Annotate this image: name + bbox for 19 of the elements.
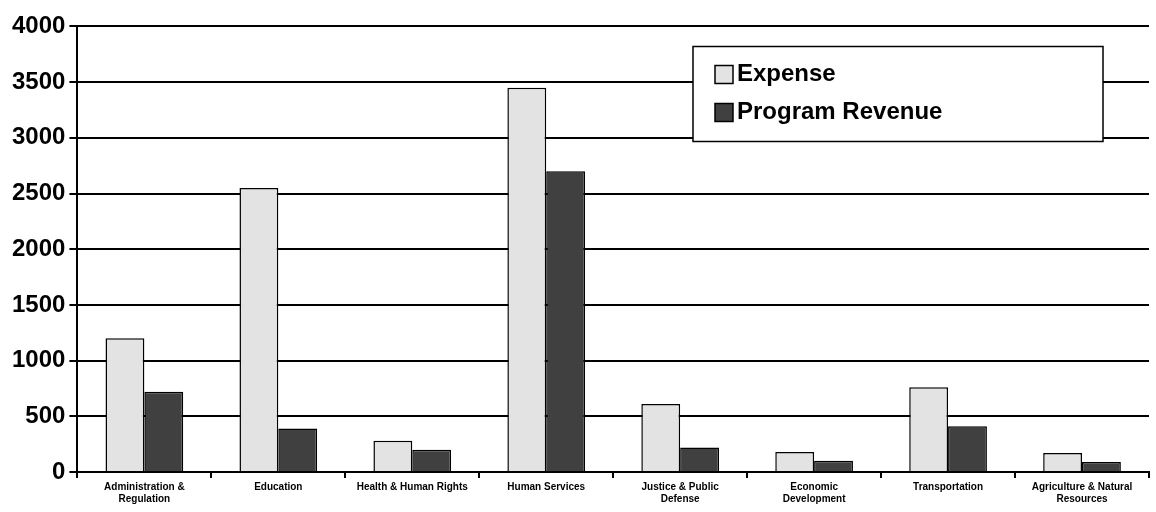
y-tick-label: 1500 xyxy=(12,289,66,317)
x-tick-label: Human Services xyxy=(507,480,586,492)
y-tick-label: 4000 xyxy=(12,11,66,39)
x-tick-label: Justice & Public Defense xyxy=(641,480,720,504)
y-tick-label: 3500 xyxy=(12,66,66,94)
x-tick-label: Transportation xyxy=(913,480,984,492)
y-tick-label: 2000 xyxy=(12,233,66,261)
y-tick-label: 2500 xyxy=(12,178,66,206)
y-tick-label: 500 xyxy=(25,400,66,428)
x-tick-label: Education xyxy=(254,480,303,492)
x-tick-label: Agriculture & Natural Resources xyxy=(1031,480,1133,504)
y-tick-label: 0 xyxy=(52,456,66,484)
legend-label: Expense xyxy=(737,59,836,87)
x-tick-label: Health & Human Rights xyxy=(356,480,469,492)
y-tick-label: 3000 xyxy=(12,122,66,150)
y-tick-label: 1000 xyxy=(12,345,66,373)
legend-label: Program Revenue xyxy=(737,97,943,125)
x-tick-label: Administration & Regulation xyxy=(104,480,185,504)
x-tick-label: Economic Development xyxy=(782,480,847,504)
